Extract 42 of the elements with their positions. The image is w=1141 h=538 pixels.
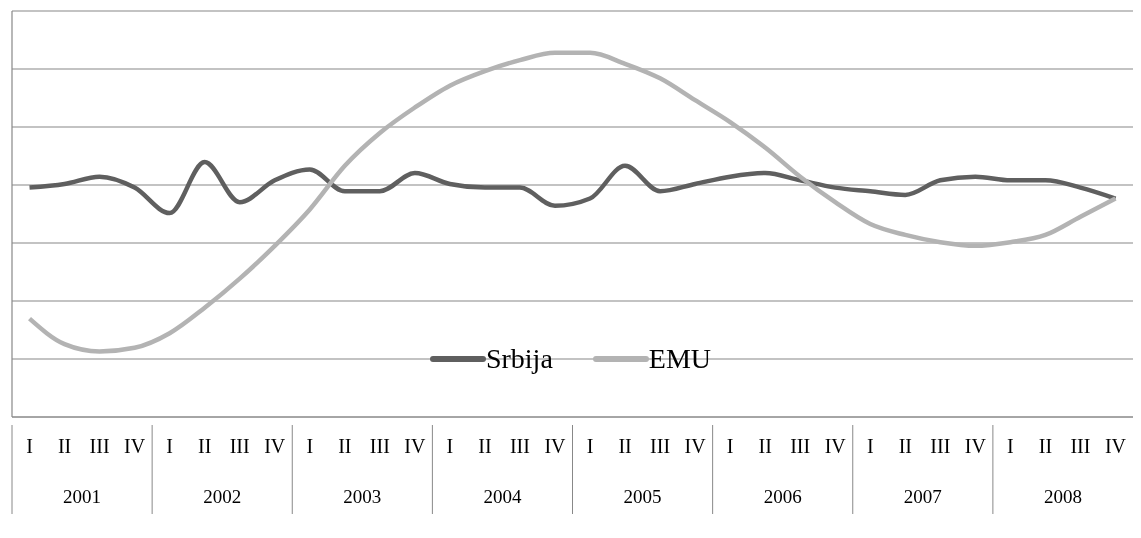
text: 2005	[623, 486, 662, 507]
x-tick-label: II	[898, 435, 912, 457]
x-tick-label: IV	[124, 435, 146, 457]
x-tick-label: III	[790, 435, 811, 457]
text: 2007	[903, 486, 942, 507]
x-tick-label: IV	[1104, 435, 1127, 457]
x-tick-label: II	[618, 435, 632, 457]
x-tick-label: I	[726, 435, 734, 457]
text: 2004	[483, 486, 522, 507]
text: 2008	[1043, 486, 1082, 507]
x-tick-label: I	[866, 435, 874, 457]
x-tick-label: II	[198, 435, 212, 457]
legend-label: Srbija	[485, 343, 553, 375]
x-tick-label: II	[478, 435, 492, 457]
text: 2001	[63, 486, 102, 507]
x-tick-label: I	[1007, 435, 1014, 457]
x-tick-label: II	[57, 435, 72, 457]
x-tick-label: III	[509, 435, 530, 457]
x-tick-label: IV	[264, 435, 286, 457]
x-tick-label: II	[338, 435, 352, 457]
x-tick-label: I	[166, 435, 173, 457]
x-tick-label: III	[369, 435, 390, 457]
x-tick-label: III	[930, 435, 951, 457]
x-tick-label: II	[758, 435, 772, 457]
x-tick-label: I	[306, 435, 314, 457]
x-tick-label: I	[446, 435, 454, 457]
x-tick-label: III	[650, 435, 671, 457]
x-tick-label: IV	[404, 435, 426, 457]
legend-label: EMU	[648, 343, 712, 375]
text: 2003	[343, 486, 382, 507]
text: 2002	[203, 486, 242, 507]
x-tick-label: IV	[684, 435, 707, 457]
x-tick-label: I	[586, 435, 594, 457]
x-tick-label: I	[26, 435, 33, 457]
x-tick-label: IV	[544, 435, 567, 457]
x-tick-label: IV	[824, 435, 847, 457]
x-tick-label: II	[1038, 435, 1053, 457]
x-tick-label: III	[1070, 435, 1091, 457]
x-tick-label: IV	[964, 435, 987, 457]
x-tick-label: III	[89, 435, 110, 457]
x-tick-label: III	[229, 435, 250, 457]
text: 2006	[763, 486, 802, 507]
